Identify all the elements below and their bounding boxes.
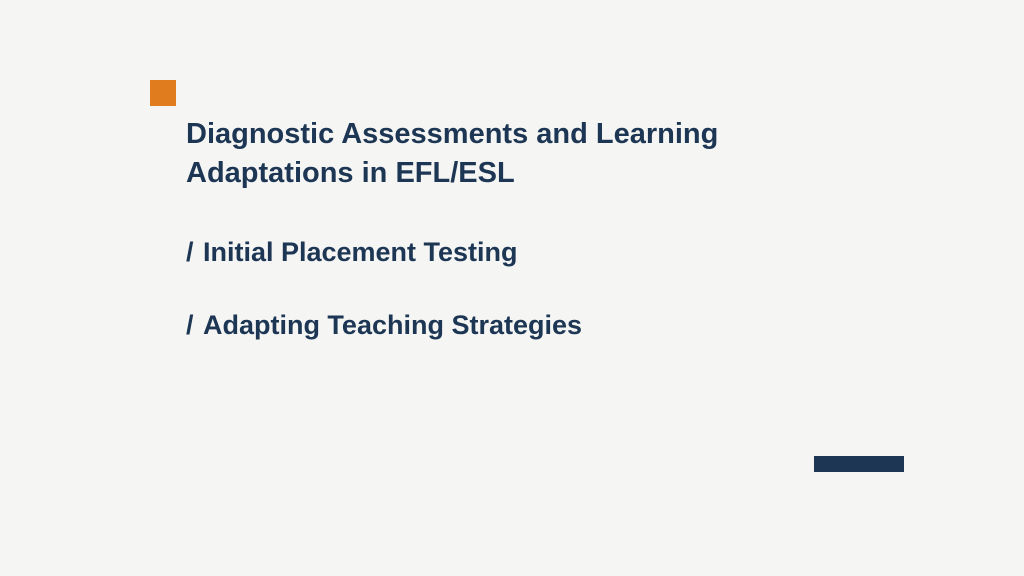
list-item: / Adapting Teaching Strategies <box>186 310 886 341</box>
corner-mark-icon <box>150 80 188 118</box>
bottom-accent-bar <box>814 456 904 472</box>
list-item-label: Initial Placement Testing <box>203 237 518 268</box>
item-list: / Initial Placement Testing / Adapting Teac… <box>186 237 886 341</box>
slide-title: Diagnostic Assessments and Learning Adap… <box>186 115 886 193</box>
bullet-prefix: / <box>186 237 194 268</box>
bullet-prefix: / <box>186 310 194 341</box>
content-block: Diagnostic Assessments and Learning Adap… <box>186 115 886 341</box>
corner-mark-fg <box>150 80 176 106</box>
list-item-label: Adapting Teaching Strategies <box>203 310 582 341</box>
list-item: / Initial Placement Testing <box>186 237 886 268</box>
